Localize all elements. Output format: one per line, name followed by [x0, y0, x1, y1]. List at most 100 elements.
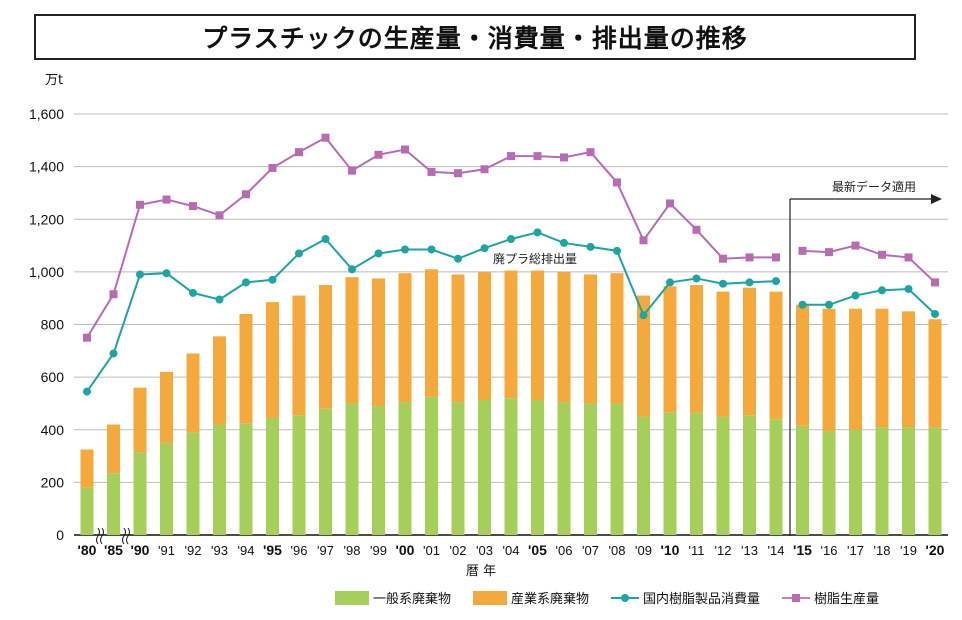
bar-industrial-waste — [451, 274, 465, 403]
x-tick-label: '17 — [847, 543, 864, 558]
x-tick-label: '02 — [450, 543, 467, 558]
resin-production-point — [295, 148, 303, 157]
bar-general-waste — [107, 473, 120, 535]
bar-general-waste — [266, 417, 279, 535]
bar-general-waste — [584, 403, 597, 535]
legend-label-resin-production: 樹脂生産量 — [814, 592, 880, 607]
domestic-consumption-point — [666, 278, 674, 287]
bar-general-waste — [478, 399, 491, 535]
bar-general-waste — [319, 408, 332, 535]
resin-production-point — [586, 148, 595, 157]
x-tick-label: '14 — [768, 543, 785, 558]
x-tick-label: '03 — [476, 543, 493, 558]
bar-general-waste — [160, 442, 173, 535]
bar-industrial-waste — [902, 311, 915, 428]
bar-general-waste — [822, 431, 836, 535]
bar-industrial-waste — [504, 270, 518, 399]
resin-production-point — [772, 253, 780, 262]
y-tick-label: 200 — [41, 474, 65, 490]
x-tick-label: '12 — [715, 543, 732, 558]
bar-industrial-waste — [292, 295, 306, 416]
y-tick-label: 400 — [41, 422, 65, 438]
x-tick-label: '96 — [291, 543, 308, 558]
x-tick-label: '13 — [741, 543, 758, 558]
resin-production-point — [268, 163, 277, 172]
bar-general-waste — [610, 403, 624, 535]
bar-industrial-waste — [610, 273, 624, 404]
bar-industrial-waste — [769, 291, 783, 420]
x-tick-label: '97 — [317, 543, 334, 558]
bar-general-waste — [504, 398, 518, 535]
domestic-consumption-point — [931, 309, 939, 318]
bar-industrial-waste — [822, 308, 836, 432]
resin-production-point — [719, 254, 727, 263]
resin-production-point — [401, 145, 409, 154]
resin-production-point — [480, 165, 489, 174]
domestic-consumption-point — [533, 228, 542, 237]
x-tick-label: '99 — [370, 543, 387, 558]
bar-industrial-waste — [531, 270, 544, 400]
domestic-consumption-point — [215, 295, 224, 304]
bar-general-waste — [425, 396, 438, 535]
legend-item-general-waste: 一般系廃棄物 — [335, 588, 451, 607]
domestic-consumption-point — [321, 234, 330, 243]
bar-industrial-waste — [663, 286, 677, 413]
bar-industrial-waste — [80, 449, 94, 488]
chart-title: プラスチックの生産量・消費量・排出量の推移 — [202, 24, 748, 53]
x-tick-label: '05 — [528, 542, 547, 558]
y-tick-label: 1,400 — [29, 159, 64, 175]
bar-industrial-waste — [875, 308, 889, 428]
domestic-consumption-point — [401, 245, 409, 254]
bar-general-waste — [133, 452, 147, 535]
y-tick-label: 800 — [41, 317, 65, 333]
x-tick-label: '90 — [131, 542, 150, 558]
resin-production-point — [242, 190, 250, 199]
x-tick-label: '08 — [609, 543, 626, 558]
latest-data-arrow-head — [931, 194, 942, 204]
resin-production-point — [162, 195, 171, 204]
resin-production-point — [851, 241, 860, 250]
legend-label-general-waste: 一般系廃棄物 — [373, 592, 452, 607]
resin-production-point — [639, 236, 648, 245]
bar-general-waste — [372, 406, 385, 535]
domestic-consumption-point — [745, 278, 754, 287]
general-waste-swatch — [335, 590, 369, 605]
chart-title-box: プラスチックの生産量・消費量・排出量の推移 — [34, 14, 916, 60]
domestic-consumption-point — [772, 277, 780, 286]
bar-industrial-waste — [345, 277, 359, 404]
bar-general-waste — [557, 402, 571, 535]
bar-industrial-waste — [213, 336, 226, 425]
bar-industrial-waste — [796, 304, 809, 426]
bar-general-waste — [80, 487, 94, 535]
x-tick-label: '20 — [926, 542, 945, 558]
y-tick-label: 1,000 — [29, 264, 64, 280]
x-tick-labels: '80 '85 '90 '91 '92 '93 '94 '95 '96 '97 '98 '99 '00 '… — [78, 542, 945, 558]
resin-production-point — [931, 278, 939, 287]
x-tick-label: '92 — [185, 543, 202, 558]
bar-general-waste — [239, 423, 253, 535]
legend-item-resin-production: 樹脂生産量 — [782, 588, 879, 607]
x-tick-label: '10 — [661, 542, 680, 558]
resin-production-point — [560, 153, 568, 162]
legend-item-domestic-consumption: 国内樹脂製品消費量 — [611, 588, 760, 607]
bar-general-waste — [849, 429, 862, 535]
x-tick-label: '11 — [689, 543, 705, 558]
bar-general-waste — [663, 412, 677, 535]
bar-general-waste — [345, 403, 359, 535]
resin-production-point — [374, 150, 383, 159]
resin-production-point — [745, 253, 754, 262]
legend: 一般系廃棄物 産業系廃棄物 国内樹脂製品消費量 樹脂生産量 — [335, 588, 879, 607]
x-tick-label: '19 — [900, 543, 917, 558]
domestic-consumption-point — [560, 238, 568, 247]
x-tick-label: '95 — [263, 542, 282, 558]
domestic-consumption-point — [136, 270, 144, 279]
industrial-waste-swatch — [473, 590, 508, 605]
legend-item-industrial-waste: 産業系廃棄物 — [473, 588, 589, 607]
resin-production-point — [666, 199, 674, 208]
x-tick-label: '00 — [396, 542, 415, 558]
resin-production-point — [83, 333, 91, 342]
x-tick-label: '98 — [344, 543, 361, 558]
x-tick-label: '07 — [582, 543, 599, 558]
domestic-consumption-line — [802, 287, 936, 315]
x-tick-label: '16 — [821, 543, 838, 558]
